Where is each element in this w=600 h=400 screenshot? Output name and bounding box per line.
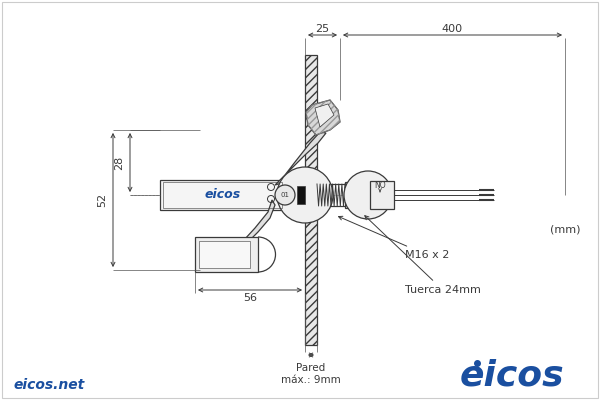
Text: M16 x 2: M16 x 2 [338, 216, 449, 260]
Text: eicos: eicos [205, 188, 241, 202]
Bar [195, 237, 258, 272]
Text: NO: NO [374, 182, 386, 190]
Text: eicos.net: eicos.net [14, 378, 85, 392]
Text: eicos: eicos [460, 358, 565, 392]
Bar [160, 180, 285, 210]
Text: 400: 400 [442, 24, 463, 34]
Text: Tuerca 24mm: Tuerca 24mm [365, 216, 481, 295]
Polygon shape [306, 100, 340, 135]
Bar [305, 55, 317, 345]
Bar [297, 186, 305, 204]
Circle shape [344, 171, 392, 219]
Circle shape [277, 167, 333, 223]
Text: Pared
máx.: 9mm: Pared máx.: 9mm [281, 363, 341, 385]
Bar [345, 182, 368, 208]
Bar [370, 181, 394, 209]
Text: 52: 52 [97, 193, 107, 207]
Polygon shape [275, 132, 326, 185]
Bar [163, 182, 282, 208]
Text: 01: 01 [281, 192, 290, 198]
Text: 25: 25 [316, 24, 329, 34]
Polygon shape [244, 200, 275, 242]
Text: 28: 28 [114, 155, 124, 170]
Text: 56: 56 [243, 293, 257, 303]
Text: (mm): (mm) [550, 225, 580, 235]
Polygon shape [315, 104, 334, 127]
Bar [199, 241, 250, 268]
Circle shape [275, 185, 295, 205]
